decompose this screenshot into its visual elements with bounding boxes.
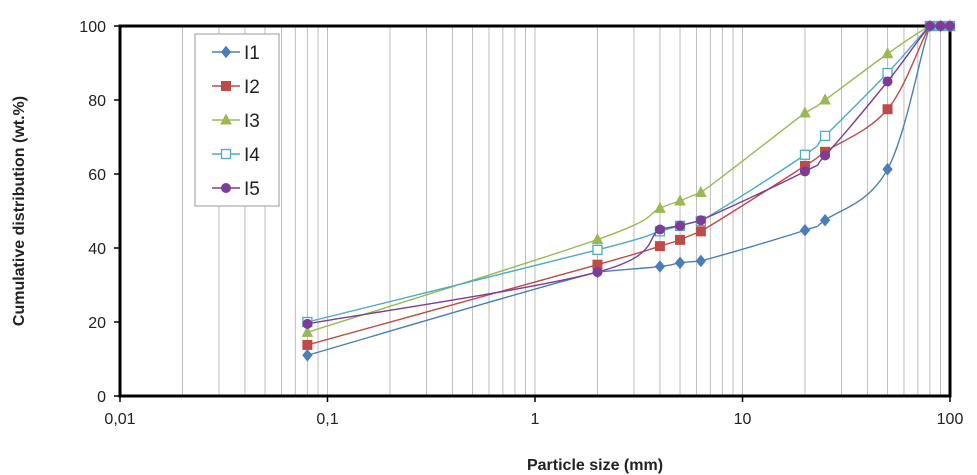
data-point [654,241,665,252]
y-tick-label: 0 [97,389,106,406]
legend-marker [220,148,232,160]
data-point [819,213,831,227]
x-axis-title: Particle size (mm) [527,457,663,474]
y-tick-label: 80 [88,93,106,110]
data-point [799,166,810,177]
data-point [799,149,811,160]
series-line [307,25,950,346]
y-tick-label: 60 [88,167,106,184]
data-point [882,67,893,79]
x-tick-label: 10 [734,411,752,428]
x-tick-label: 0,1 [316,411,338,428]
y-tick-label: 40 [88,241,106,258]
data-point [881,47,894,59]
series-line [307,25,950,356]
legend-label: I1 [244,43,260,64]
x-tick-label: 100 [937,411,964,428]
x-axis-ticks: 0,01 0,1 1 10 100 [104,396,963,428]
series-line [307,25,950,325]
data-point [591,232,604,244]
data-point [695,215,706,226]
data-point [799,106,811,118]
data-point [882,162,893,176]
y-axis-title: Cumulative distribution (wt.%) [11,96,28,326]
legend-label: I3 [244,111,260,132]
y-axis-ticks: 0 20 40 60 80 100 [79,19,120,406]
data-point [945,21,955,31]
legend-label: I4 [244,145,260,166]
data-point [654,260,666,273]
data-point [592,244,603,256]
series-i4 [302,20,956,328]
data-point [301,325,314,337]
legend-marker [221,183,231,193]
data-point [819,93,831,105]
series-i5 [302,21,955,329]
legend-item-i2: I2 [212,77,260,98]
x-tick-label: 1 [531,411,540,428]
legend-marker [220,113,232,125]
series-line [307,25,950,334]
data-point [882,104,893,115]
data-point [592,267,603,278]
y-tick-label: 100 [79,19,106,36]
data-point [819,130,831,142]
series-i2 [302,21,955,350]
series-line [307,25,950,323]
y-tick-label: 20 [88,315,106,332]
legend-label: I5 [244,179,260,200]
data-point [302,349,313,362]
series-i3 [301,19,956,337]
legend-marker [220,45,232,59]
legend-item-i5: I5 [212,179,260,200]
data-point [302,318,313,329]
data-point [674,194,686,206]
data-point [654,224,665,235]
legend-item-i4: I4 [212,145,260,166]
legend-marker [221,81,231,91]
data-point [654,201,666,213]
data-point [924,21,935,31]
legend-item-i3: I3 [212,111,260,132]
data-point [675,220,686,231]
data-point [935,21,946,31]
legend-label: I2 [244,77,260,98]
data-point [799,223,811,237]
x-tick-label: 0,01 [104,411,135,428]
data-point [675,234,686,245]
gridlines [119,26,951,396]
data-point [695,254,707,268]
data-point [695,185,707,197]
legend-item-i1: I1 [212,43,260,64]
data-point [820,150,831,161]
data-point [882,76,893,87]
legend: I1 I2 I3 I4 I5 [194,33,280,207]
data-point [674,256,686,270]
data-point [302,339,313,350]
data-point [695,226,706,237]
series-i1 [302,19,956,362]
series-layer [301,19,956,362]
